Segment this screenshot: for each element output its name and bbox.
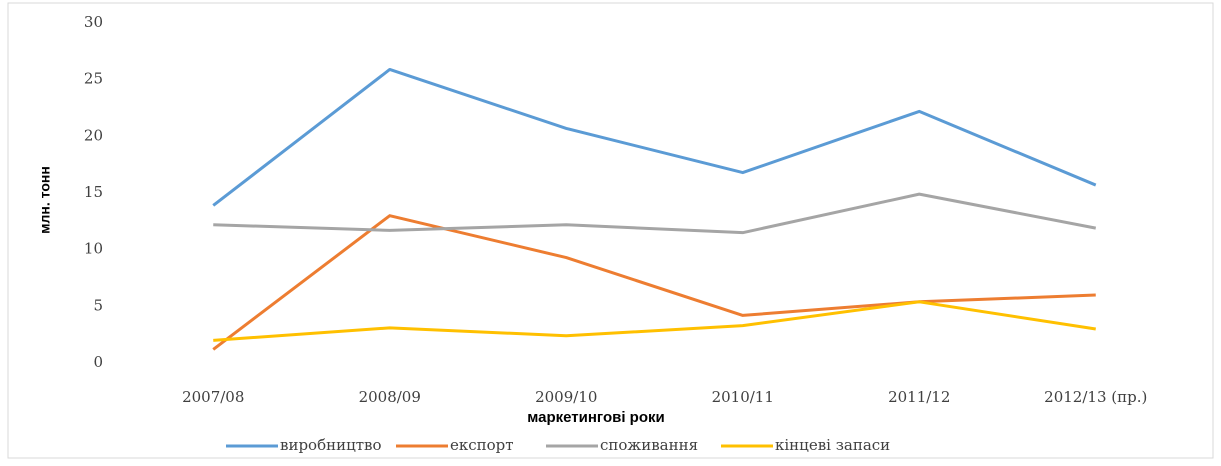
series-line xyxy=(212,214,1096,351)
x-tick-label: 2011/12 xyxy=(888,388,950,406)
y-tick-label: 30 xyxy=(84,13,103,31)
x-tick-label: 2008/09 xyxy=(359,388,421,406)
series-line xyxy=(212,67,1097,207)
series-line xyxy=(213,192,1097,235)
chart-border xyxy=(7,2,1214,459)
y-axis-label: млн. тонн xyxy=(37,166,53,234)
legend-label: експорт xyxy=(450,436,514,454)
y-tick-label: 10 xyxy=(84,240,103,258)
y-tick-label: 25 xyxy=(84,70,103,88)
y-tick-label: 0 xyxy=(93,353,103,371)
x-tick-label: 2012/13 (пр.) xyxy=(1044,388,1147,406)
legend-label: кінцеві запаси xyxy=(775,436,890,454)
y-tick-label: 15 xyxy=(84,183,103,201)
x-tick-label: 2010/11 xyxy=(712,388,774,406)
x-tick-label: 2007/08 xyxy=(182,388,244,406)
y-tick-label: 20 xyxy=(84,126,103,144)
legend-label: споживання xyxy=(600,436,698,454)
y-tick-label: 5 xyxy=(93,296,103,314)
x-tick-label: 2009/10 xyxy=(535,388,597,406)
series-line xyxy=(213,300,1096,342)
x-axis-label: маркетингові роки xyxy=(527,409,665,426)
legend-label: виробництво xyxy=(280,436,382,454)
